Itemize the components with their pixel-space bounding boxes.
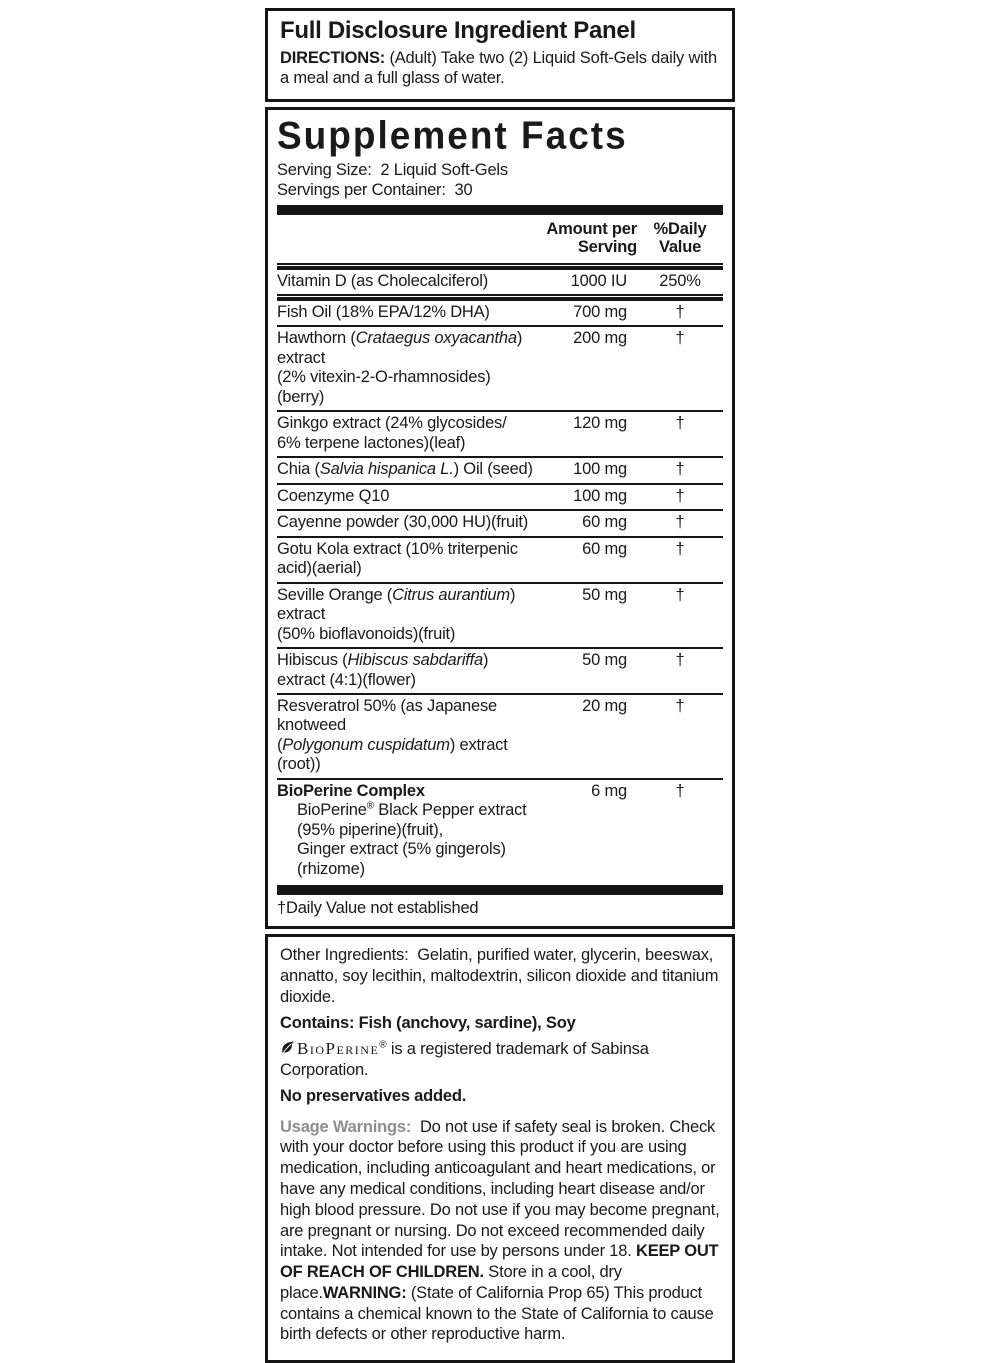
ingredient-name: Cayenne powder (30,000 HU)(fruit) — [277, 513, 529, 532]
ingredient-name: Hawthorn (Crataegus oxyacantha) extract(… — [277, 329, 523, 406]
ingredient-row: Gotu Kola extract (10% triterpenic acid)… — [277, 535, 723, 582]
ingredient-amount: 700 mg — [573, 303, 627, 321]
header-percent-daily-value: %Daily Value — [653, 220, 707, 257]
ingredient-name: Chia (Salvia hispanica L.) Oil (seed) — [277, 460, 533, 479]
ingredient-daily-value: † — [675, 460, 685, 479]
ingredient-amount: 20 mg — [582, 696, 627, 715]
divider-thick-bottom — [277, 885, 723, 896]
ingredient-daily-value: 250% — [659, 271, 701, 290]
ingredient-row: Seville Orange (Citrus aurantium) extrac… — [277, 581, 723, 647]
ingredient-name: Vitamin D (as Cholecalciferol) — [277, 271, 489, 290]
ingredient-amount: 6 mg — [591, 781, 627, 800]
directions-text: DIRECTIONS: (Adult) Take two (2) Liquid … — [280, 48, 718, 88]
ingredient-daily-value: † — [675, 781, 685, 800]
ingredient-amount: 1000 IU — [570, 271, 628, 290]
bioperine-trademark-text: BioPerine® is a registered trademark of … — [280, 1039, 649, 1080]
ingredient-rows: Vitamin D (as Cholecalciferol) 1000 IU 250… — [277, 270, 723, 883]
divider-thick-top — [277, 205, 723, 216]
ingredient-row: Chia (Salvia hispanica L.) Oil (seed) 100… — [277, 456, 723, 482]
supplement-label: Full Disclosure Ingredient Panel DIRECTI… — [265, 8, 735, 1363]
ingredient-amount: 60 mg — [582, 539, 627, 558]
ingredient-amount: 200 mg — [573, 329, 627, 348]
ingredient-name: Seville Orange (Citrus aurantium) extrac… — [277, 585, 516, 643]
ingredient-daily-value: † — [675, 585, 685, 604]
panel-title: Full Disclosure Ingredient Panel — [280, 17, 636, 44]
directions-panel: Full Disclosure Ingredient Panel DIRECTI… — [265, 8, 735, 103]
servings-per-container: Servings per Container: 30 — [277, 181, 473, 200]
usage-warnings-text: Usage Warnings: Do not use if safety sea… — [280, 1117, 724, 1344]
ingredient-name: Ginkgo extract (24% glycosides/6% terpen… — [277, 414, 507, 452]
ingredient-daily-value: † — [675, 303, 685, 321]
ingredient-row: Coenzyme Q10 100 mg † — [277, 482, 723, 509]
ingredient-row: Ginkgo extract (24% glycosides/6% terpen… — [277, 410, 723, 456]
ingredient-row: Resveratrol 50% (as Japanese knotweed (Po… — [277, 692, 723, 778]
ingredient-row: Hibiscus (Hibiscus sabdariffa) extract (… — [277, 647, 723, 693]
no-preservatives-text: No preservatives added. — [280, 1086, 467, 1105]
supplement-facts-panel: Supplement Facts Serving Size: 2 Liquid … — [265, 107, 735, 930]
ingredient-amount: 50 mg — [582, 651, 627, 670]
serving-size: Serving Size: 2 Liquid Soft-Gels — [277, 161, 508, 179]
leaf-icon — [280, 1040, 295, 1056]
ingredient-row: Fish Oil (18% EPA/12% DHA) 700 mg † — [277, 301, 723, 325]
bioperine-trademark-line: BioPerine® is a registered trademark of … — [280, 1038, 720, 1081]
ingredient-name: BioPerine Complex BioPerine® Black Pepper… — [277, 782, 537, 879]
ingredient-daily-value: † — [675, 539, 685, 558]
ingredient-daily-value: † — [675, 486, 685, 505]
ingredient-name: Coenzyme Q10 — [277, 486, 390, 505]
ingredient-row: Vitamin D (as Cholecalciferol) 1000 IU 250… — [277, 270, 723, 294]
ingredient-amount: 60 mg — [582, 513, 627, 532]
ingredient-name: Gotu Kola extract (10% triterpenic acid)… — [277, 539, 518, 578]
ingredient-daily-value: † — [675, 414, 685, 433]
ingredient-daily-value: † — [675, 513, 685, 532]
ingredient-amount: 120 mg — [573, 414, 627, 433]
ingredient-name: Resveratrol 50% (as Japanese knotweed (Po… — [277, 696, 508, 774]
divider-medium — [277, 294, 723, 301]
other-ingredients-text: Other Ingredients: Gelatin, purified wat… — [280, 946, 723, 1006]
ingredient-daily-value: † — [675, 696, 685, 715]
divider-medium-under-header — [277, 262, 723, 270]
ingredient-daily-value: † — [675, 329, 685, 348]
daily-value-footnote: †Daily Value not established — [277, 899, 479, 918]
ingredient-amount: 50 mg — [582, 585, 627, 604]
facts-header-row: Amount per Serving %Daily Value — [277, 215, 723, 262]
header-amount-per-serving: Amount per Serving — [546, 220, 637, 257]
ingredient-amount: 100 mg — [573, 460, 627, 479]
other-ingredients-panel: Other Ingredients: Gelatin, purified wat… — [265, 934, 735, 1363]
ingredient-name: Hibiscus (Hibiscus sabdariffa) extract (… — [277, 651, 489, 689]
supplement-facts-title: Supplement Facts — [277, 113, 628, 158]
ingredient-subline: BioPerine® Black Pepper extract (95% pip… — [297, 800, 527, 839]
ingredient-name: Fish Oil (18% EPA/12% DHA) — [277, 303, 490, 321]
ingredient-subline: Ginger extract (5% gingerols)(rhizome) — [297, 840, 506, 878]
ingredient-amount: 100 mg — [573, 486, 627, 505]
ingredient-row: Cayenne powder (30,000 HU)(fruit) 60 mg † — [277, 509, 723, 535]
ingredient-row: Hawthorn (Crataegus oxyacantha) extract(… — [277, 325, 723, 410]
contains-text: Contains: Fish (anchovy, sardine), Soy — [280, 1013, 576, 1032]
ingredient-row: BioPerine Complex BioPerine® Black Pepper… — [277, 777, 723, 882]
ingredient-daily-value: † — [675, 651, 685, 670]
